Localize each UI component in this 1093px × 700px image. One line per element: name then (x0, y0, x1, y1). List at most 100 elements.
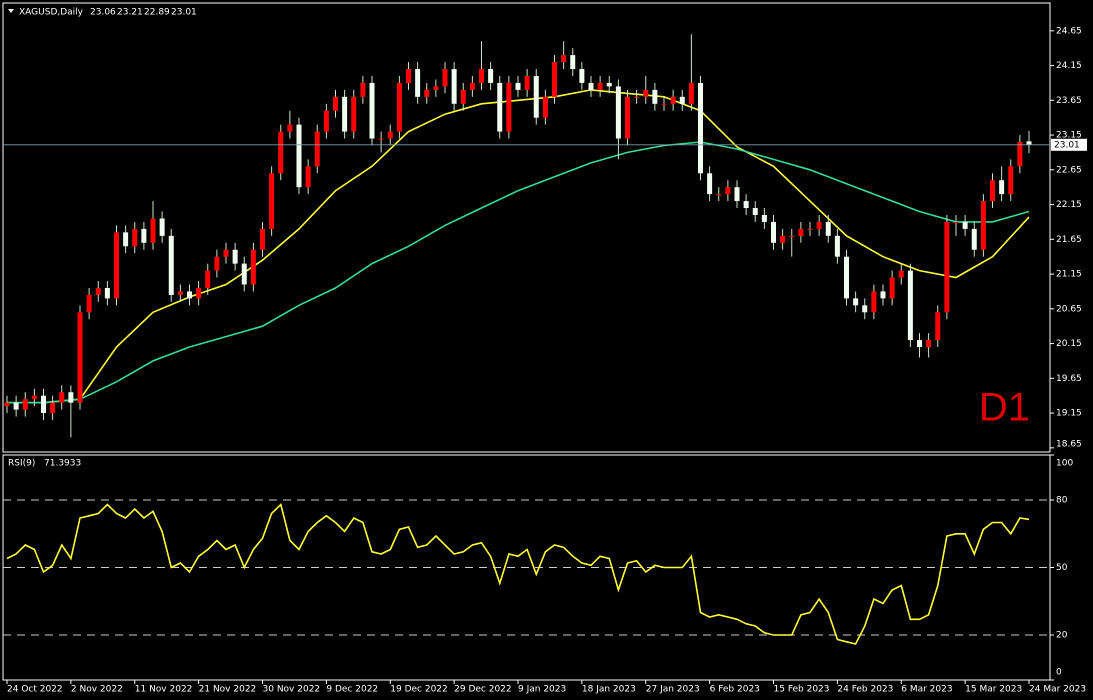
candle-body (22, 399, 28, 410)
x-tick-label: 15 Mar 2023 (965, 685, 1022, 695)
x-tick-label: 24 Oct 2022 (7, 685, 63, 695)
candle-body (670, 96, 676, 104)
candle-body (95, 287, 101, 295)
candle-body (643, 89, 649, 97)
y-tick-label: 21.15 (1056, 270, 1082, 280)
candle-body (342, 96, 348, 132)
candle-body (853, 298, 859, 306)
candle-body (141, 228, 147, 243)
candle-body (716, 194, 722, 196)
candle-body (369, 82, 375, 139)
candle-body (880, 291, 886, 299)
y-tick-label: 24.65 (1056, 26, 1082, 36)
candle-body (944, 221, 950, 313)
candle-body (223, 249, 229, 257)
candle-body (497, 82, 503, 132)
y-tick-label: 19.65 (1056, 374, 1082, 384)
candle-body (725, 187, 731, 195)
candle-body (114, 232, 119, 299)
candle-body (323, 110, 329, 132)
candle-body (150, 218, 156, 243)
candle-body (834, 235, 840, 257)
moving-average (7, 89, 1030, 404)
candle-body (652, 89, 658, 104)
candle-body (1008, 166, 1014, 195)
candle-body (862, 305, 868, 313)
candle-body (953, 221, 959, 223)
candle-body (424, 89, 430, 97)
x-tick-label: 9 Dec 2022 (326, 685, 378, 695)
x-tick-label: 30 Nov 2022 (263, 685, 321, 695)
candle-body (524, 75, 530, 90)
candle-body (68, 392, 74, 403)
candle-body (807, 228, 813, 230)
candle-body (707, 173, 713, 195)
candle-body (469, 82, 475, 90)
candle-body (561, 55, 567, 63)
candle-body (889, 277, 895, 299)
candle-body (287, 124, 293, 132)
rsi-title: RSI(9) (8, 459, 35, 469)
y-tick-label: 22.15 (1056, 200, 1082, 210)
candle-body (780, 235, 786, 243)
chart-title: XAGUSD,Daily (19, 8, 84, 18)
candle-body (990, 180, 995, 202)
y-tick-label: 24.15 (1056, 61, 1082, 71)
moving-average (7, 141, 1030, 404)
candle-body (533, 75, 539, 118)
x-tick-label: 18 Jan 2023 (582, 685, 636, 695)
candle-body (606, 82, 612, 87)
last-open: 23.06 (90, 8, 116, 18)
last-close: 23.01 (171, 8, 197, 18)
candle-body (168, 235, 174, 295)
candle-body (771, 221, 776, 243)
x-tick-label: 29 Dec 2022 (454, 685, 512, 695)
candle-body (597, 82, 603, 90)
y-tick-label: 20.15 (1056, 339, 1082, 349)
candle-body (907, 270, 913, 341)
candle-body (871, 291, 877, 313)
candle-body (214, 256, 220, 271)
candle-body (688, 82, 694, 104)
candle-body (86, 294, 92, 313)
candle-body (433, 86, 439, 90)
candle-body (898, 270, 904, 278)
candle-body (241, 263, 247, 285)
y-tick-label: 18.65 (1056, 440, 1082, 450)
candle-body (132, 228, 138, 247)
candle-body (314, 131, 320, 167)
x-tick-label: 11 Nov 2022 (135, 685, 193, 695)
y-tick-label: 0 (1056, 668, 1062, 678)
candle-body (104, 287, 110, 299)
y-tick-label: 20 (1056, 631, 1068, 641)
x-tick-label: 15 Feb 2023 (774, 685, 830, 695)
candle-body (743, 201, 749, 209)
x-tick-label: 21 Nov 2022 (199, 685, 257, 695)
candle-body (935, 312, 941, 341)
y-tick-label: 50 (1056, 563, 1068, 573)
candle-body (542, 96, 548, 118)
candle-body (260, 228, 265, 250)
x-tick-label: 6 Feb 2023 (710, 685, 760, 695)
candle-body (926, 340, 932, 348)
candle-body (4, 402, 10, 407)
x-tick-label: 24 Feb 2023 (837, 685, 893, 695)
candle-body (980, 201, 986, 250)
y-tick-label: 100 (1056, 459, 1073, 469)
candle-body (698, 82, 703, 174)
candle-body (406, 69, 411, 83)
candle-body (479, 69, 484, 83)
candle-body (205, 270, 211, 288)
candle-body (460, 89, 466, 104)
candle-body (962, 221, 968, 229)
candle-body (634, 96, 640, 98)
candle-body (378, 138, 384, 140)
candle-body (250, 249, 256, 285)
timeframe-label: D1 (979, 386, 1030, 430)
y-tick-label: 23.65 (1056, 96, 1082, 106)
candle-body (552, 62, 557, 97)
candle-body (451, 69, 457, 104)
price-marker (1051, 138, 1087, 151)
candle-body (232, 249, 238, 264)
